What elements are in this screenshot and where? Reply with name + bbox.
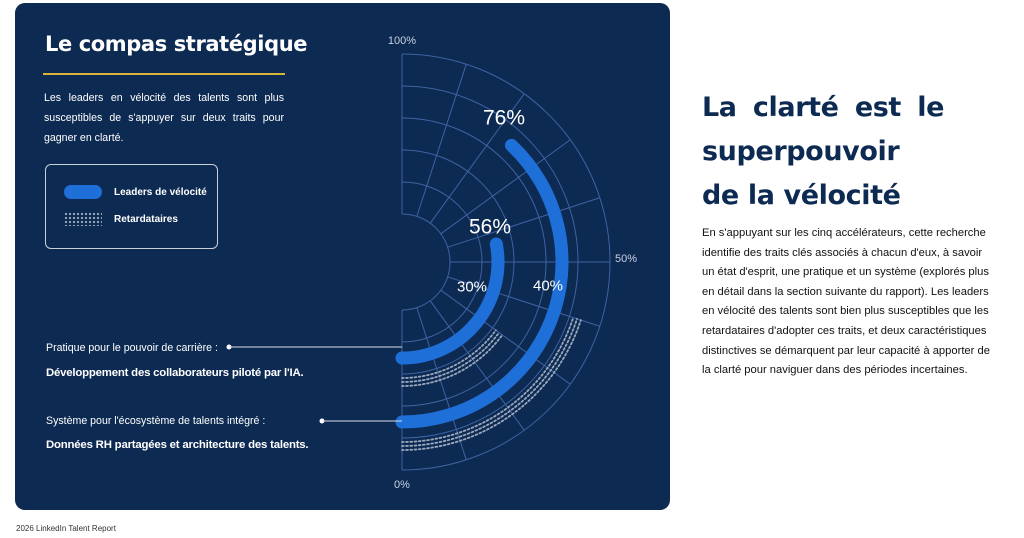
legend-item-laggards: Retardataires (64, 212, 178, 226)
legend-label-leaders: Leaders de vélocité (114, 186, 207, 198)
grid-spoke-90 (416, 64, 467, 217)
grid-spoke-20 (429, 300, 525, 431)
radial-chart: 0% 50% 100% 56% 76% 30% 40% (226, 35, 637, 491)
footer-source: 2026 LinkedIn Talent Report (16, 524, 116, 533)
axis-tick-label: 50% (615, 253, 637, 265)
panel-title: Le compas stratégique (45, 32, 308, 56)
callout-practice-value: Développement des collaborateurs piloté … (46, 367, 304, 379)
legend-label-laggards: Retardataires (114, 213, 178, 225)
bar-leaders (395, 237, 505, 365)
grid-spoke-10 (416, 307, 467, 460)
bar-laggards (401, 329, 497, 379)
chart-legend: Leaders de vélocité Retardataires (45, 164, 218, 249)
data-label-leaders: 76% (483, 106, 525, 129)
bar-laggards (401, 333, 504, 387)
data-label-leaders: 56% (469, 215, 511, 238)
grid-spoke-30 (440, 289, 571, 385)
legend-swatch-solid-icon (64, 185, 102, 199)
callout-system-label: Système pour l'écosystème de talents int… (46, 415, 266, 427)
bar-laggards (401, 319, 582, 451)
bar-laggards (401, 316, 575, 443)
grid-spoke-40 (447, 276, 600, 327)
callout-system-value: Données RH partagées et architecture des… (46, 439, 309, 451)
grid-ring-0 (401, 213, 451, 311)
axis-tick-label: 0% (394, 479, 410, 491)
article-heading: La clarté est le superpouvoir de la vélo… (702, 92, 944, 211)
callout-practice-label: Pratique pour le pouvoir de carrière : (46, 342, 218, 354)
axis-tick-label: 100% (388, 35, 416, 47)
legend-swatch-dotted-icon (64, 212, 102, 226)
grid-spoke-60 (447, 197, 600, 248)
grid-spoke-80 (429, 93, 525, 224)
data-label-laggards: 40% (533, 277, 563, 294)
data-label-laggards: 30% (457, 278, 487, 295)
article-body: En s'appuyant sur les cinq accélérateurs… (702, 227, 990, 377)
panel-intro: Les leaders en vélocité des talents sont… (44, 92, 284, 144)
bar-leaders (395, 138, 569, 429)
title-rule (43, 73, 285, 75)
legend-item-leaders: Leaders de vélocité (64, 185, 207, 199)
grid-spoke-70 (440, 139, 571, 235)
bar-laggards (401, 317, 578, 447)
bar-laggards (401, 331, 500, 383)
